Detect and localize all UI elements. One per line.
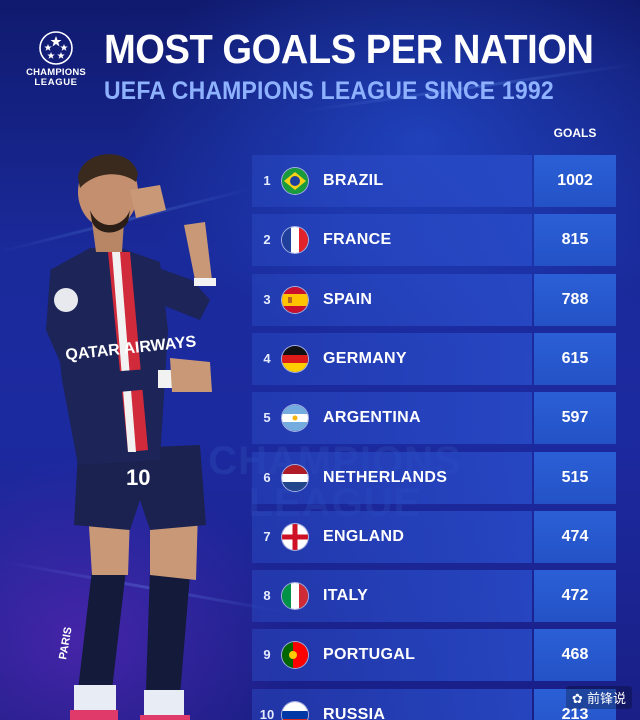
country-name: ARGENTINA [323,409,421,427]
country-name: ITALY [323,587,369,605]
table-row: 5 ARGENTINA 597 [252,392,616,445]
goals-value: 515 [534,451,616,504]
source-label: 前锋说 [586,692,626,707]
shorts-number-text: 10 [126,465,150,490]
rank-number: 10 [259,706,275,720]
goals-value: 1002 [534,155,616,207]
source-watermark: ✿ 前锋说 [565,686,632,709]
player-illustration: QATAR AIRWAYS 10 PARIS [46,154,216,720]
table-row: 4 GERMANY 615 [252,332,616,385]
goals-value: 597 [534,392,616,445]
rank-number: 6 [263,469,271,485]
goals-value: 788 [534,273,616,326]
france-flag-icon [282,227,308,254]
goals-column-header: GOALS [553,126,597,140]
spain-flag-icon [282,286,308,313]
england-flag-icon [282,523,308,550]
rank-number: 2 [263,232,271,248]
ucl-logo: CHAMPIONS LEAGUE [18,30,94,88]
sock-text: PARIS [57,626,75,660]
portugal-flag-icon [282,642,308,669]
country-name: ENGLAND [323,527,405,545]
goals-value: 213 [534,688,616,720]
country-name: RUSSIA [323,705,386,720]
table-row: 10 RUSSIA 213 [252,688,616,720]
goals-value: 468 [534,629,616,682]
goals-value: 615 [534,332,616,385]
rank-number: 3 [263,291,271,307]
italy-flag-icon [282,583,308,610]
country-name: BRAZIL [323,172,384,189]
paw-icon: ✿ [571,692,583,707]
germany-flag-icon [282,345,308,372]
goals-value: 815 [534,214,616,267]
country-name: FRANCE [323,231,392,249]
russia-flag-icon [282,701,308,720]
rank-number: 7 [263,528,271,544]
rank-number: 8 [263,588,271,604]
logo-text-champions: CHAMPIONS [26,67,86,78]
goals-value: 474 [534,510,616,563]
table-row: 1 BRAZIL 1002 [252,155,616,207]
table-row: 2 FRANCE 815 [252,214,616,267]
table-row: 6 NETHERLANDS 515 [252,451,616,504]
argentina-flag-icon [282,405,308,432]
rank-number: 9 [263,647,271,663]
ucl-starball-icon [39,31,73,65]
table-row: 3 SPAIN 788 [252,273,616,326]
page-subtitle: UEFA CHAMPIONS LEAGUE SINCE 1992 [104,77,554,105]
logo-text-league: LEAGUE [34,77,78,88]
country-name: PORTUGAL [323,646,416,664]
table-row: 9 PORTUGAL 468 [252,629,616,682]
table-row: 7 ENGLAND 474 [252,510,616,563]
rank-number: 1 [263,173,271,188]
country-name: SPAIN [323,290,373,308]
country-name: GERMANY [323,349,407,367]
country-name: NETHERLANDS [323,468,448,486]
rank-number: 4 [263,350,271,366]
table-row: 8 ITALY 472 [252,570,616,623]
netherlands-flag-icon [282,464,308,491]
rank-number: 5 [263,410,271,426]
brazil-flag-icon [282,168,308,194]
goals-value: 472 [534,570,616,623]
page-title: MOST GOALS PER NATION [104,26,594,72]
